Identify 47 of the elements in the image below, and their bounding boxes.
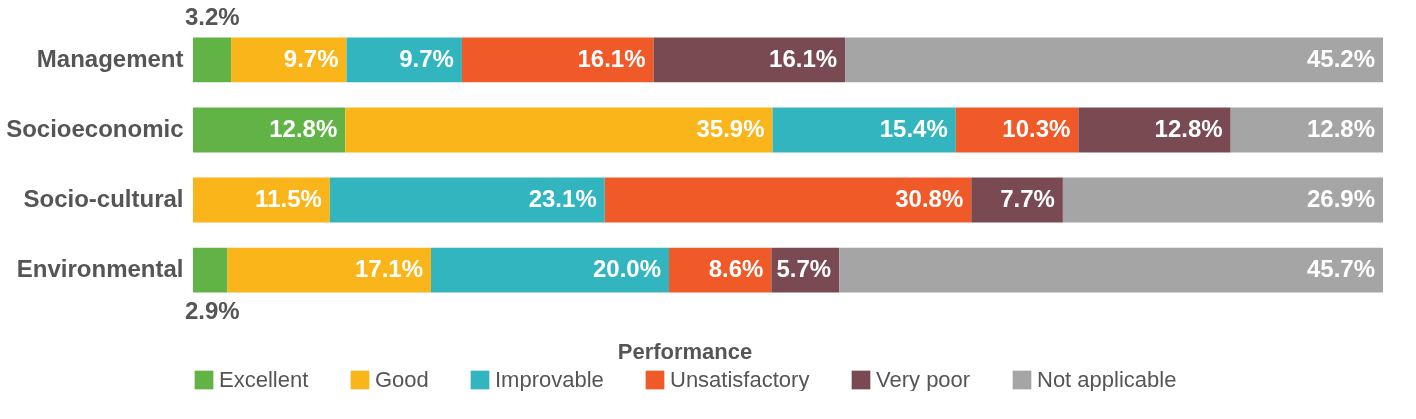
data-label: 9.7%: [399, 44, 454, 72]
bar: [193, 247, 228, 293]
legend-label: Not applicable: [1037, 367, 1177, 392]
y-tick-label: Environmental: [16, 255, 184, 283]
bar: [227, 247, 431, 293]
bar: [461, 37, 654, 83]
data-label: 9.7%: [283, 44, 339, 72]
data-label: 3.2%: [185, 2, 240, 30]
legend-title: Performance: [617, 339, 753, 364]
bar: [345, 107, 773, 153]
data-label: 12.8%: [1154, 114, 1223, 142]
data-label: 26.9%: [1306, 185, 1375, 213]
bar: [604, 177, 972, 223]
bar: [431, 247, 669, 293]
legend-label: Very poor: [876, 367, 971, 392]
bar: [193, 37, 232, 83]
data-label: 15.4%: [879, 114, 948, 142]
y-tick-label: Management: [36, 44, 184, 72]
data-label: 23.1%: [528, 185, 597, 213]
data-label: 16.1%: [577, 44, 646, 72]
bar: [845, 37, 1383, 83]
data-label: 7.7%: [1000, 185, 1055, 213]
legend-label: Unsatisfactory: [670, 367, 810, 392]
legend-label: Good: [375, 367, 429, 392]
data-label: 17.1%: [354, 255, 423, 283]
data-label: 5.7%: [776, 255, 832, 283]
data-label: 11.5%: [255, 185, 322, 213]
data-label: 45.7%: [1306, 255, 1375, 283]
data-label: 2.9%: [185, 297, 240, 325]
data-label: 12.8%: [1306, 114, 1375, 142]
data-label: 16.1%: [769, 44, 838, 72]
y-tick-label: Socio-cultural: [23, 185, 184, 213]
data-label: 45.2%: [1306, 44, 1375, 72]
data-label: 20.0%: [592, 255, 661, 283]
bar: [772, 107, 956, 153]
bar: [653, 37, 846, 83]
data-label: 12.8%: [269, 114, 338, 142]
bar: [329, 177, 605, 223]
data-label: 10.3%: [1002, 114, 1071, 142]
y-tick-label: Socioeconomic: [6, 114, 184, 142]
bar: [1062, 177, 1383, 223]
legend-label: Excellent: [219, 367, 309, 392]
data-label: 30.8%: [895, 185, 964, 213]
data-label: 35.9%: [696, 114, 765, 142]
legend-label: Improvable: [495, 367, 604, 392]
bar: [839, 247, 1383, 293]
data-label: 8.6%: [708, 255, 764, 283]
